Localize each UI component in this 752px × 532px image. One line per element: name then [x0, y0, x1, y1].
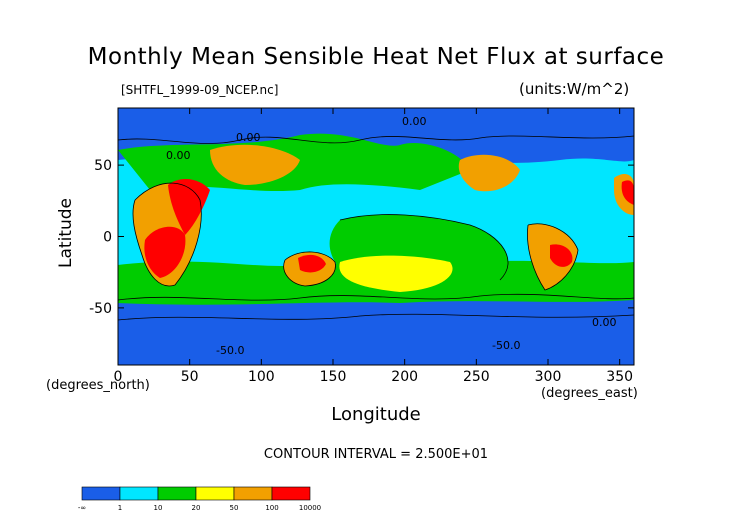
chart-title: Monthly Mean Sensible Heat Net Flux at s…	[87, 44, 665, 70]
contour-label: 0.00	[166, 149, 191, 162]
contour-label: 0.00	[592, 316, 617, 329]
x-tick-label: 50	[181, 369, 199, 385]
contour-line	[283, 251, 336, 287]
contour-label: -50.0	[216, 344, 244, 357]
contour-line	[118, 313, 634, 321]
colorbar-label: 10	[154, 504, 163, 512]
contour-line	[118, 293, 634, 301]
y-unit-label: (degrees_north)	[46, 378, 150, 393]
region-asia-orange	[210, 144, 300, 185]
x-tick-label: 250	[463, 369, 490, 385]
units-label: (units:W/m^2)	[519, 80, 630, 98]
contour-labels: 0.00 0.00 0.00 -50.0 -50.0 0.00	[166, 115, 617, 357]
file-subtitle: [SHTFL_1999-09_NCEP.nc]	[121, 83, 279, 97]
axes: 0 50 100 150 200 250 300 350 50 0 -50	[89, 108, 634, 385]
colorbar-swatch	[81, 486, 121, 501]
contour-label: 0.00	[402, 115, 427, 128]
region-south-ocean	[118, 303, 634, 365]
region-australia-red	[298, 254, 326, 273]
contour-label: -50.0	[492, 339, 520, 352]
colorbar-label: -∞	[78, 504, 86, 512]
contour-lines	[118, 135, 634, 321]
x-axis-label: Longitude	[331, 404, 421, 425]
contour-line	[118, 135, 634, 144]
y-tick-label: -50	[89, 301, 112, 317]
colorbar-label: 50	[230, 504, 239, 512]
colorbar-swatch	[271, 486, 311, 501]
region-africa-red	[144, 226, 186, 278]
x-tick-label: 150	[320, 369, 347, 385]
colorbar-swatch	[157, 486, 197, 501]
colorbar-swatch	[119, 486, 159, 501]
y-tick-label: 50	[94, 158, 112, 174]
region-south-yellow	[339, 255, 453, 292]
x-tick-label: 200	[391, 369, 418, 385]
colorbar-label: 20	[192, 504, 201, 512]
contour-line	[339, 214, 509, 281]
colorbar-label: 1	[118, 504, 122, 512]
region-sahara-red	[168, 178, 210, 235]
x-tick-label: 350	[606, 369, 633, 385]
x-tick-label: 300	[535, 369, 562, 385]
x-tick-label: 100	[248, 369, 275, 385]
region-samerica-red	[550, 244, 573, 267]
x-tick-label: 0	[114, 369, 123, 385]
contour-line	[132, 182, 202, 287]
contour-line	[527, 223, 579, 291]
colorbar-label: 10000	[299, 504, 321, 512]
colorbar: -∞ 1 10 20 50 100 10000	[78, 486, 321, 512]
y-tick-label: 0	[103, 230, 112, 246]
colorbar-swatch	[195, 486, 235, 501]
region-north-ocean	[118, 108, 634, 131]
region-east-red	[621, 180, 634, 205]
contour-interval-label: CONTOUR INTERVAL = 2.500E+01	[263, 447, 489, 462]
colorbar-swatch	[233, 486, 273, 501]
region-namerica-orange	[458, 154, 520, 192]
x-unit-label: (degrees_east)	[541, 386, 638, 401]
contour-label: 0.00	[236, 131, 261, 144]
colorbar-label: 100	[265, 504, 278, 512]
flux-field	[118, 108, 634, 365]
